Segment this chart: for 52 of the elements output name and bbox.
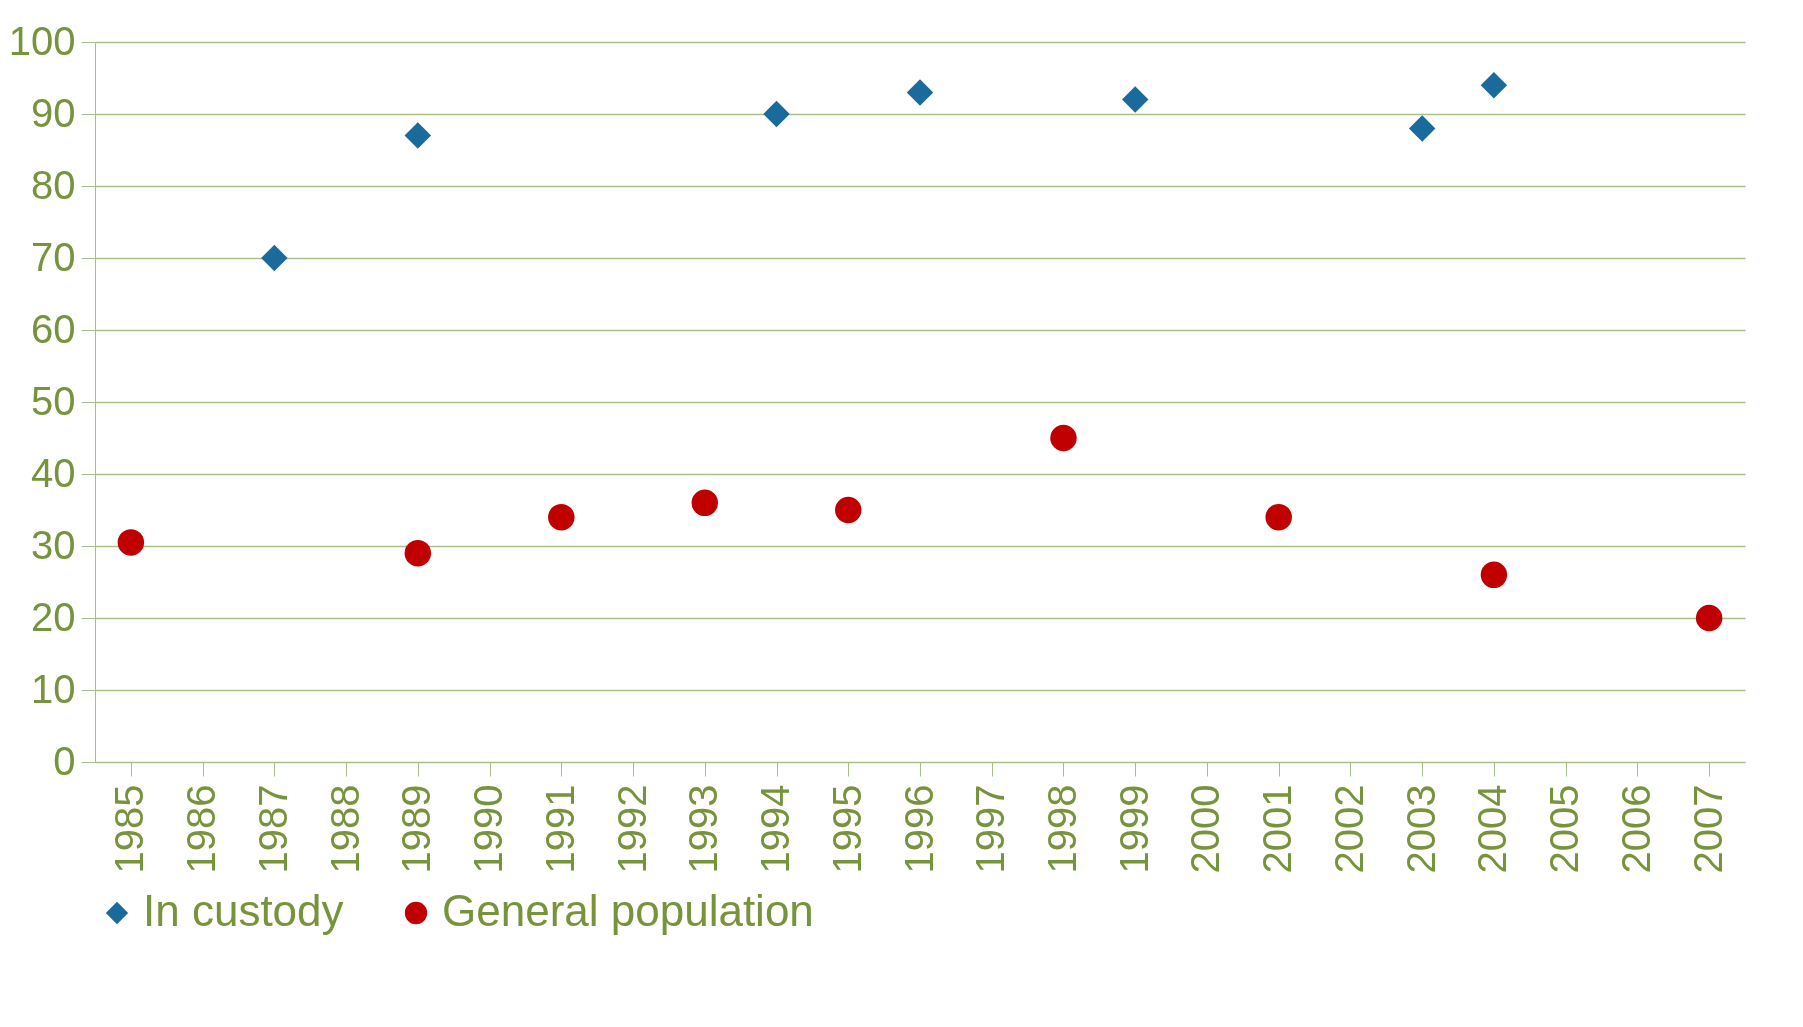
point	[261, 244, 288, 272]
point	[404, 122, 432, 149]
point	[763, 100, 790, 128]
x-tick-label: 1992	[609, 784, 654, 874]
x-tick-label: 2000	[1183, 784, 1228, 874]
x-tick-label: 1989	[394, 784, 439, 874]
legend-label: General population	[442, 886, 814, 935]
x-tick-label: 1990	[466, 784, 511, 874]
point	[1480, 71, 1508, 99]
x-tick-label: 2001	[1255, 784, 1300, 874]
x-tick-label: 1993	[681, 784, 726, 874]
x-tick-label: 1987	[250, 784, 295, 874]
x-tick-label: 2003	[1398, 784, 1443, 874]
point	[548, 504, 575, 531]
x-tick-label: 1994	[753, 784, 798, 874]
y-tick-label: 0	[53, 738, 76, 783]
point	[835, 496, 862, 524]
point	[117, 529, 145, 556]
point	[1480, 561, 1508, 588]
point	[1265, 504, 1292, 531]
y-tick-label: 10	[31, 666, 76, 711]
y-tick-label: 80	[31, 162, 76, 207]
x-tick-label: 2006	[1613, 784, 1658, 874]
x-tick-label: 1999	[1111, 784, 1156, 874]
x-tick-label: 1988	[322, 784, 367, 874]
point	[1408, 115, 1436, 142]
x-tick-label: 1991	[537, 784, 582, 874]
x-tick-label: 1997	[968, 784, 1013, 874]
y-tick-label: 40	[31, 450, 76, 495]
point	[1695, 604, 1723, 632]
x-tick-label: 2004	[1470, 784, 1515, 874]
x-tick-label: 1995	[824, 784, 869, 874]
x-tick-label: 1985	[107, 784, 152, 874]
point	[691, 489, 719, 516]
x-tick-label: 2007	[1685, 784, 1730, 874]
y-tick-label: 70	[31, 234, 76, 279]
y-tick-label: 60	[31, 306, 76, 351]
y-tick-label: 20	[31, 594, 76, 639]
point	[404, 540, 432, 567]
x-tick-label: 1996	[896, 784, 941, 874]
x-tick-label: 1998	[1039, 784, 1084, 874]
legend-label: In custody	[143, 886, 344, 935]
y-tick-label: 30	[31, 522, 76, 567]
point	[906, 79, 934, 106]
y-tick-label: 100	[8, 18, 76, 63]
x-tick-label: 2005	[1542, 784, 1587, 874]
x-tick-label: 2002	[1326, 784, 1371, 874]
point	[1121, 86, 1149, 113]
y-tick-label: 50	[31, 378, 76, 423]
point	[1050, 424, 1077, 452]
y-tick-label: 90	[31, 90, 76, 135]
x-tick-label: 1986	[179, 784, 224, 874]
